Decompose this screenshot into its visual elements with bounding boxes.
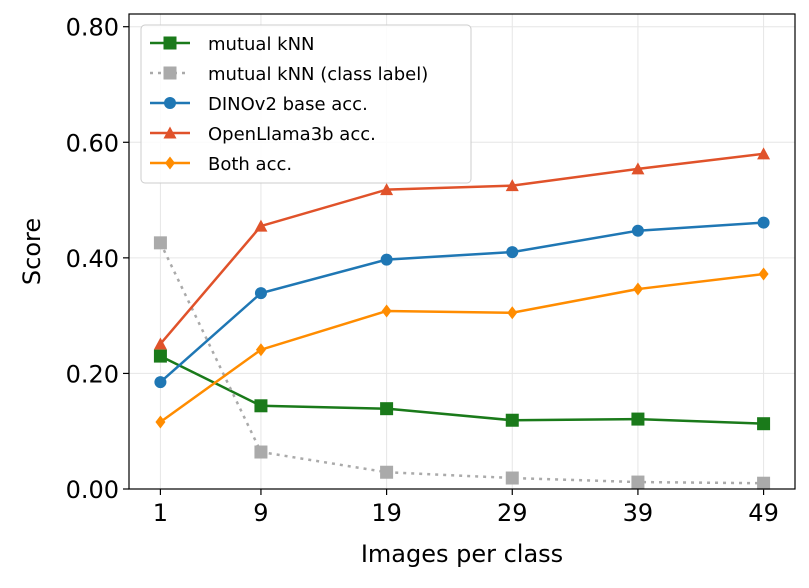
data-point [757,476,771,490]
x-tick-label: 9 [253,499,268,527]
legend: mutual kNN mutual kNN (class label) DINOv2… [140,24,472,184]
data-point [153,349,167,363]
data-point [505,471,519,485]
x-axis-label: Images per class [361,540,563,568]
series-line [159,221,764,384]
series-mutual-knn-class-label- [153,236,771,490]
legend-label: OpenLlama3b acc. [208,124,376,145]
data-point [757,147,771,160]
x-tick-label: 29 [497,499,528,527]
series-line [159,272,764,423]
legend-label: mutual kNN (class label) [208,64,428,85]
legend-marker [164,97,176,109]
x-tick-label: 49 [748,499,779,527]
data-point [631,475,645,489]
data-point [505,179,519,192]
legend-marker [163,126,177,139]
data-point [254,287,267,300]
legend-marker [163,36,177,50]
data-point [505,413,519,427]
data-point [631,162,645,175]
series-line [159,354,764,425]
series-dinov2-base-acc- [154,216,770,389]
series-line [159,152,764,345]
data-point [507,306,518,320]
plot-frame [128,13,796,490]
data-point [155,415,166,429]
legend-marker [165,156,175,170]
data-point [380,465,394,479]
data-point [758,267,769,281]
data-point [506,246,519,259]
data-point [631,412,645,426]
series-mutual-knn [153,349,771,431]
series-both-acc- [155,267,769,429]
legend-item: mutual kNN [150,34,315,55]
legend-label: DINOv2 base acc. [208,94,368,115]
data-point [254,219,268,232]
y-tick-label: 0.40 [66,245,119,273]
data-point [380,402,394,416]
data-point [381,304,392,318]
y-tick-label: 0.20 [66,360,119,388]
legend-item: mutual kNN (class label) [150,64,428,85]
y-axis-label: Score [18,218,46,285]
legend-label: mutual kNN [208,34,315,55]
data-point [757,417,771,431]
data-point [153,337,167,350]
y-tick-label: 0.00 [66,476,119,504]
data-point [254,399,268,413]
y-tick-label: 0.80 [66,14,119,42]
x-tick-label: 19 [371,499,402,527]
x-tick-label: 1 [153,499,168,527]
legend-item: Both acc. [150,154,292,175]
data-point [153,236,167,250]
data-point [632,282,643,296]
data-point [380,183,394,196]
series-openllama3b-acc- [153,147,771,350]
x-tick-label: 39 [623,499,654,527]
data-point [631,224,644,237]
data-point [757,216,770,229]
legend-item: OpenLlama3b acc. [150,124,376,145]
legend-box [140,24,472,184]
legend-item: DINOv2 base acc. [150,94,368,115]
data-point [380,253,393,266]
y-tick-label: 0.60 [66,129,119,157]
legend-label: Both acc. [208,154,292,175]
data-point [255,343,266,357]
data-point [254,445,268,459]
series-line [159,242,764,485]
data-point [154,376,167,389]
legend-marker [163,66,177,80]
